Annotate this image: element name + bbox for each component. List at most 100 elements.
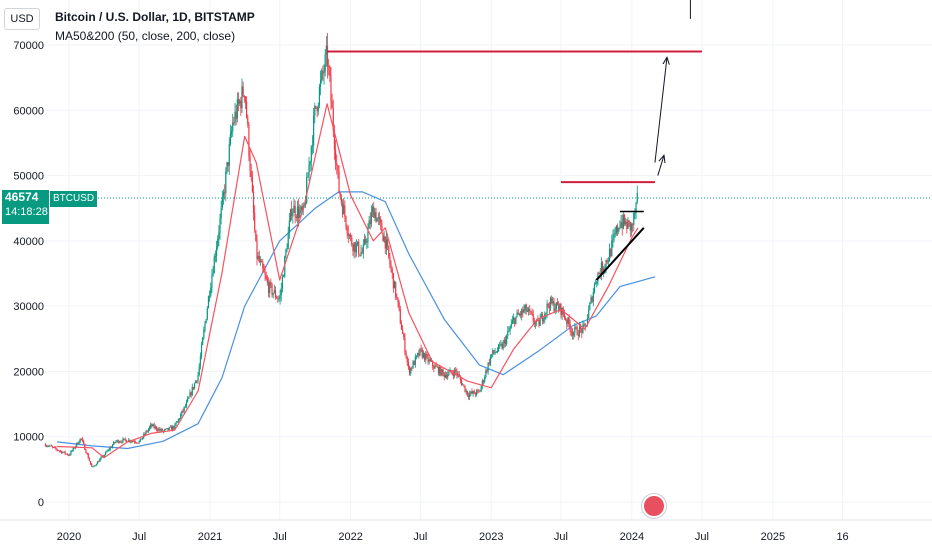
candle-body: [473, 391, 475, 394]
candle-body: [345, 216, 347, 227]
candle-body: [452, 373, 455, 376]
candle-body: [317, 105, 319, 112]
candle-body: [378, 217, 381, 220]
candle-body: [315, 105, 317, 108]
candle-body: [168, 427, 170, 430]
us-flag-event-icon[interactable]: [642, 494, 666, 518]
candle-body: [165, 428, 167, 430]
price-tick-label: 30000: [13, 301, 44, 313]
candle-body: [79, 438, 81, 443]
currency-button[interactable]: USD: [4, 8, 40, 30]
candle-body: [207, 296, 210, 309]
candle-body: [570, 331, 572, 333]
indicator-legend[interactable]: MA50&200 (50, close, 200, close): [55, 29, 236, 43]
candle-body: [86, 452, 88, 454]
candle-body: [566, 319, 568, 324]
candle-body: [200, 344, 203, 357]
candle-body: [209, 295, 211, 297]
candle-body: [486, 370, 488, 372]
ma200-polyline: [57, 191, 656, 450]
candle-body: [104, 452, 107, 455]
candle-body: [356, 241, 359, 245]
candle-body: [466, 390, 468, 396]
candle-body: [280, 288, 282, 296]
candle-body: [586, 318, 589, 326]
candle-body: [138, 441, 140, 443]
candle-body: [332, 108, 334, 131]
candle-body: [68, 454, 70, 456]
candle-body: [293, 205, 295, 213]
candle-body: [470, 391, 472, 394]
candle-body: [147, 429, 149, 432]
candle-body: [381, 222, 383, 234]
candle-body: [635, 202, 637, 213]
candle-body: [564, 318, 567, 320]
candle-body: [76, 442, 78, 447]
candle-body: [636, 193, 638, 203]
candle-body: [144, 433, 146, 435]
candle-body: [523, 309, 525, 313]
candle-body: [161, 428, 163, 432]
candle-body: [540, 314, 542, 319]
candle-body: [117, 440, 119, 443]
candle-body: [257, 255, 259, 259]
time-tick-label: 2021: [198, 531, 222, 543]
candle-body: [195, 380, 197, 384]
candle-body: [395, 281, 397, 298]
candle-body: [454, 369, 456, 376]
candle-body: [630, 224, 633, 231]
candle-body: [329, 67, 331, 77]
candle-body: [361, 252, 363, 254]
candle-body: [472, 391, 474, 394]
time-tick-label: Jul: [273, 531, 287, 543]
candle-body: [135, 442, 137, 443]
candle-body: [406, 357, 408, 363]
ma50-polyline: [57, 103, 639, 459]
candle-body: [408, 366, 411, 374]
candle-body: [270, 282, 272, 285]
candle-body: [633, 213, 635, 225]
candle-body: [146, 431, 148, 433]
candle-body: [63, 451, 65, 453]
candle-body: [259, 261, 262, 262]
candle-body: [338, 171, 340, 193]
candle-body: [300, 206, 302, 211]
candle-body: [278, 298, 280, 300]
candle-body: [525, 304, 527, 312]
candle-body: [136, 442, 138, 444]
candle-body: [417, 353, 419, 356]
candle-body: [230, 131, 233, 134]
candle-body: [391, 268, 393, 274]
candle-body: [193, 383, 196, 389]
candle-body: [250, 171, 252, 177]
candle-body: [197, 374, 199, 382]
candle-body: [456, 371, 458, 376]
candle-body: [334, 149, 337, 164]
candle-body: [459, 376, 462, 381]
candle-body: [531, 312, 533, 315]
candle-body: [497, 344, 500, 351]
price-tick-label: 10000: [13, 432, 44, 444]
candle-body: [66, 453, 69, 455]
candle-body: [503, 339, 505, 344]
candle-body: [398, 302, 400, 310]
candle-body: [487, 362, 489, 372]
candle-body: [577, 335, 579, 336]
candle-body: [269, 282, 271, 294]
candle-body: [588, 309, 590, 319]
candle-body: [491, 354, 493, 357]
candle-body: [319, 79, 322, 87]
candle-body: [362, 244, 364, 254]
candle-body: [464, 385, 466, 392]
candle-body: [57, 450, 59, 451]
candle-body: [141, 437, 144, 440]
candle-body: [507, 331, 509, 336]
candle-body: [170, 426, 173, 430]
candle-body: [336, 163, 338, 166]
candle-body: [403, 333, 405, 338]
candle-body: [567, 317, 569, 324]
candle-body: [385, 239, 388, 249]
candle-body: [350, 234, 352, 238]
candle-body: [367, 228, 369, 242]
